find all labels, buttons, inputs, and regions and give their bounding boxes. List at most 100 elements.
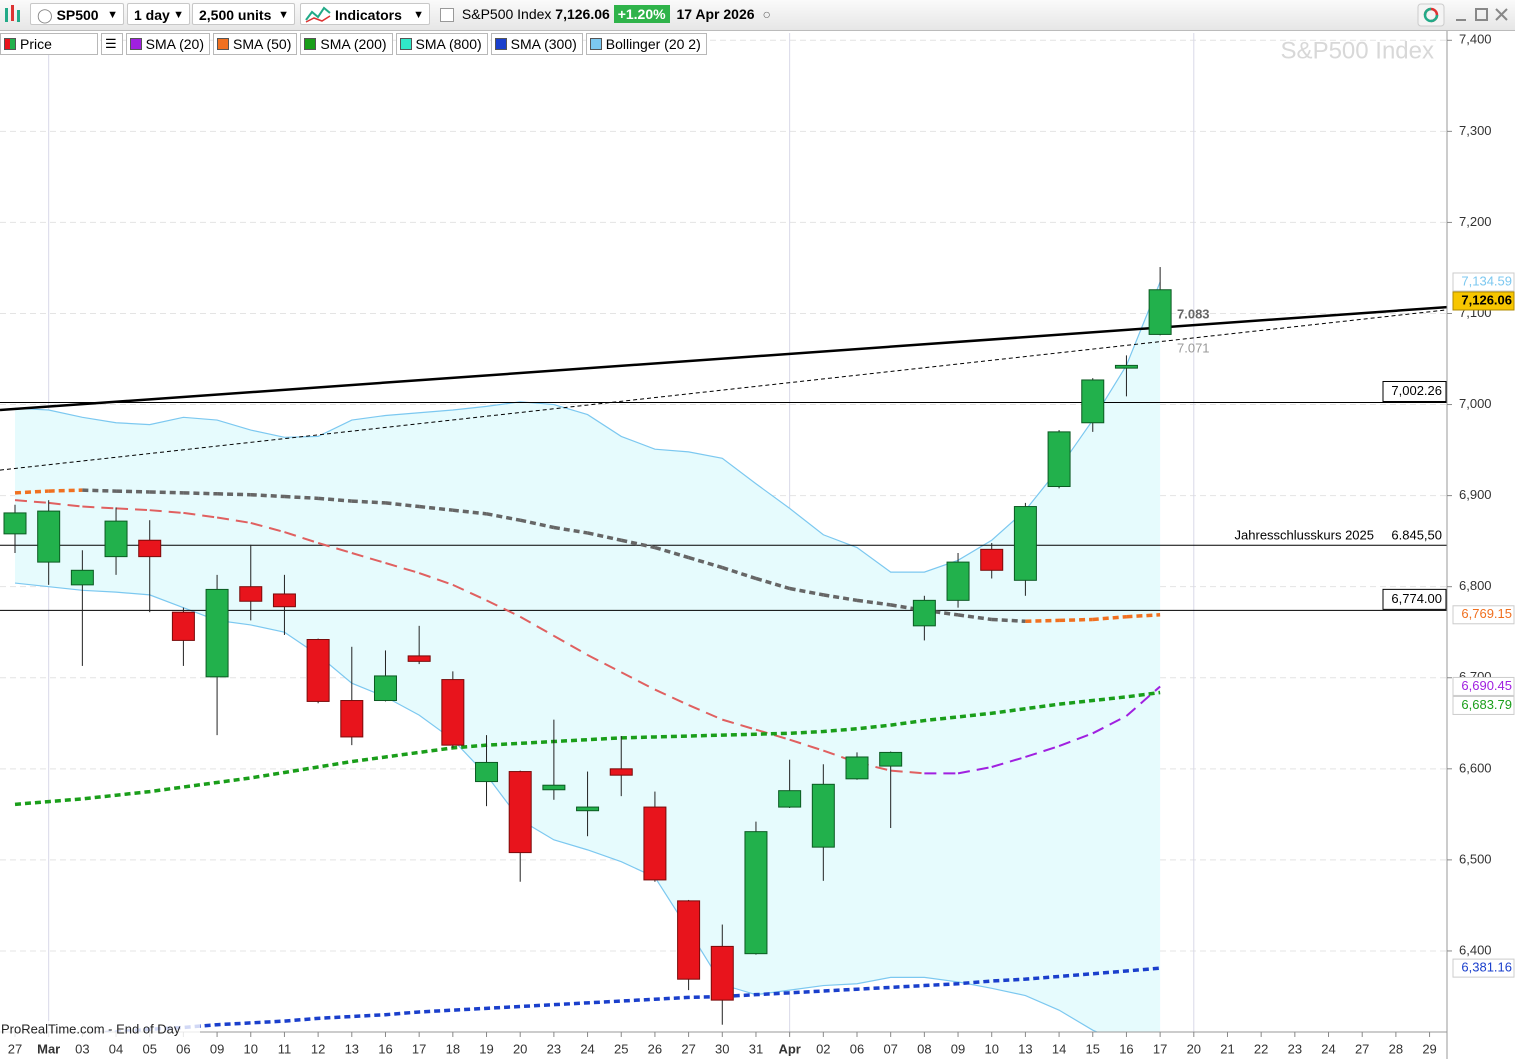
sma-segment <box>486 599 521 618</box>
sma-segment <box>317 496 352 503</box>
value-tag-box <box>1452 605 1515 625</box>
sma-segment <box>115 489 150 494</box>
sma-segment <box>553 634 589 656</box>
x-tick-label: 10 <box>984 1041 998 1056</box>
checkbox[interactable] <box>440 8 454 23</box>
candle-body <box>710 945 734 1001</box>
candle-body <box>104 520 128 558</box>
sma-segment <box>688 704 723 721</box>
symbol-select[interactable]: ◯ SP500 ▼ <box>30 3 124 25</box>
sma-segment <box>688 555 723 570</box>
legend-item[interactable]: Bollinger (20 2) <box>585 33 707 55</box>
sma-segment <box>183 491 218 496</box>
legend-item[interactable]: SMA (200) <box>300 33 393 55</box>
value-tag: 7,134.59 <box>1461 273 1512 288</box>
sma-segment <box>452 583 487 602</box>
sma-segment <box>620 538 656 550</box>
sma-segment <box>1025 618 1060 624</box>
candle-body <box>272 593 296 608</box>
x-tick-label: 12 <box>311 1041 325 1056</box>
footer-bg <box>0 1021 200 1038</box>
value-tag-box <box>1452 695 1515 715</box>
x-tick-label: 13 <box>1018 1041 1032 1056</box>
y-tick-label: 7,000 <box>1459 396 1492 411</box>
legend-swatch <box>399 38 412 50</box>
x-tick-label: 18 <box>446 1041 460 1056</box>
x-tick-label: 02 <box>816 1041 830 1056</box>
candle-body <box>643 806 667 881</box>
period: 1 day <box>134 7 170 23</box>
candle-body <box>407 655 431 662</box>
x-tick-label: 20 <box>513 1041 527 1056</box>
bollinger-upper <box>14 281 1161 573</box>
x-tick-label: 24 <box>1321 1041 1335 1056</box>
sma-line <box>14 690 1161 807</box>
x-tick-label: 26 <box>648 1041 662 1056</box>
sma-segment <box>14 499 49 504</box>
sma-segment <box>519 615 555 637</box>
value-tag: 6,690.45 <box>1461 678 1512 693</box>
x-tick-label: 27 <box>681 1041 695 1056</box>
sma-segment <box>1058 732 1094 747</box>
x-tick-label: 24 <box>580 1041 594 1056</box>
legend-item[interactable]: SMA (20) <box>125 33 211 55</box>
y-tick-label: 6,800 <box>1459 578 1492 593</box>
x-tick-label: 16 <box>378 1041 392 1056</box>
value-tag: 6,769.15 <box>1461 606 1512 621</box>
legend-label: Price <box>20 36 52 52</box>
legend-item[interactable]: SMA (800) <box>395 33 488 55</box>
sma-segment <box>1092 715 1127 735</box>
indicators-icon <box>305 6 331 23</box>
x-tick-label: 19 <box>479 1041 493 1056</box>
sma-segment <box>890 769 925 775</box>
candle-body <box>37 510 61 563</box>
sma-segment <box>620 671 656 691</box>
indicators-button[interactable]: Indicators ▼ <box>300 3 430 25</box>
sma-segment <box>991 617 1026 624</box>
x-tick-label: 10 <box>244 1041 258 1056</box>
sma-segment <box>1025 745 1060 758</box>
maximize-button[interactable] <box>1475 8 1488 21</box>
list-icon[interactable]: ☰ <box>101 33 123 55</box>
x-tick-label: 14 <box>1052 1041 1066 1056</box>
annotation: 7.071 <box>1177 340 1210 355</box>
value-tag-box <box>1452 291 1515 311</box>
units-select[interactable]: 2,500 units ▼ <box>192 3 295 25</box>
sma-segment <box>721 565 757 581</box>
legend-swatch <box>217 38 230 50</box>
candle-body <box>1081 379 1105 424</box>
bollinger-fill <box>15 281 1161 1032</box>
period-select[interactable]: 1 day ▼ <box>127 3 190 25</box>
y-tick-label: 7,400 <box>1459 32 1492 47</box>
sma-segment <box>890 603 925 613</box>
value-tag-box <box>1452 958 1515 978</box>
x-tick-label: 08 <box>917 1041 931 1056</box>
candle-body <box>138 539 162 558</box>
sma-segment <box>82 505 117 510</box>
refresh-button[interactable] <box>1417 3 1445 27</box>
sma-segment <box>250 521 285 534</box>
sma-segment <box>654 688 690 706</box>
candle-body <box>879 751 903 767</box>
legend-item[interactable]: Price <box>0 33 98 55</box>
level-box <box>1382 380 1447 402</box>
legend-item[interactable]: SMA (300) <box>490 33 583 55</box>
plot-area: 7,002.26 Jahresschlusskurs 2025 6.845,50 6,… <box>0 33 1447 1032</box>
footer: ProRealTime.com - End of Day <box>1 1021 181 1036</box>
candle-body <box>508 771 532 854</box>
level-label: 7,002.26 <box>1391 383 1442 398</box>
y-tick-label: 6,400 <box>1459 942 1492 957</box>
sma-segment <box>587 654 622 674</box>
y-tick-label: 6,600 <box>1459 760 1492 775</box>
sma-segment <box>183 511 218 519</box>
sma-segment <box>250 492 285 499</box>
sma-segment <box>115 507 150 512</box>
close-button[interactable] <box>1495 8 1508 21</box>
window-controls <box>1417 3 1508 27</box>
sma-segment <box>48 488 83 493</box>
legend-item[interactable]: SMA (50) <box>213 33 298 55</box>
watermark-title: S&P500 Index <box>1281 37 1434 64</box>
candle-body <box>475 761 499 783</box>
x-tick-label: 23 <box>547 1041 561 1056</box>
